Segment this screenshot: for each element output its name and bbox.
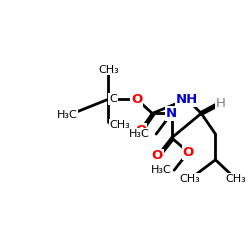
Text: H₃C: H₃C <box>151 165 172 175</box>
Text: CH₃: CH₃ <box>179 174 200 184</box>
Text: O: O <box>183 146 194 158</box>
Text: C: C <box>109 94 117 104</box>
Text: O: O <box>152 150 163 162</box>
Text: H: H <box>216 96 226 110</box>
Text: O: O <box>131 93 142 106</box>
Text: NH: NH <box>176 93 198 106</box>
Text: CH₃: CH₃ <box>226 174 246 184</box>
Text: O: O <box>135 124 146 137</box>
Text: CH₃: CH₃ <box>110 120 130 130</box>
Text: CH₃: CH₃ <box>98 64 119 74</box>
Text: N: N <box>166 107 177 120</box>
Text: H₃C: H₃C <box>129 129 150 139</box>
Text: H₃C: H₃C <box>57 110 78 120</box>
